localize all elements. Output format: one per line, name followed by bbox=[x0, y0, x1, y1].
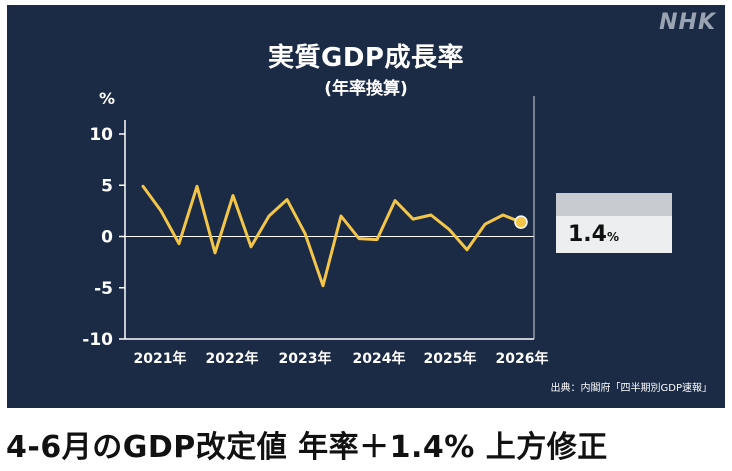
chart-subtitle: (年率換算) bbox=[324, 79, 408, 99]
y-unit-label: % bbox=[99, 89, 115, 108]
source-note: 出典：内閣府「四半期別GDP速報」 bbox=[550, 383, 712, 394]
nhk-logo: NHK bbox=[659, 10, 716, 35]
y-tick-label: -10 bbox=[82, 330, 113, 350]
x-tick-label: 2025年 bbox=[424, 350, 477, 367]
chart-title: 実質GDP成長率 bbox=[268, 43, 464, 73]
y-tick-label: 0 bbox=[101, 228, 113, 248]
x-tick-label: 2022年 bbox=[206, 350, 259, 367]
headline: 4-6月のGDP改定値 年率＋1.4% 上方修正 bbox=[6, 430, 608, 465]
x-tick-label: 2024年 bbox=[353, 350, 406, 367]
x-tick-label: 2023年 bbox=[279, 350, 332, 367]
latest-value-callout: 1.4% bbox=[556, 216, 672, 253]
x-tick-label: 2026年 bbox=[496, 350, 549, 367]
y-tick-label: 10 bbox=[89, 125, 113, 145]
callout-header bbox=[556, 193, 672, 216]
latest-point bbox=[514, 215, 528, 229]
x-tick-label: 2021年 bbox=[134, 350, 187, 367]
y-tick-label: -5 bbox=[94, 279, 113, 299]
callout-value: 1.4 bbox=[568, 222, 607, 247]
callout-unit: % bbox=[606, 230, 620, 244]
gdp-growth-line bbox=[141, 184, 523, 288]
y-tick-label: 5 bbox=[101, 176, 113, 196]
